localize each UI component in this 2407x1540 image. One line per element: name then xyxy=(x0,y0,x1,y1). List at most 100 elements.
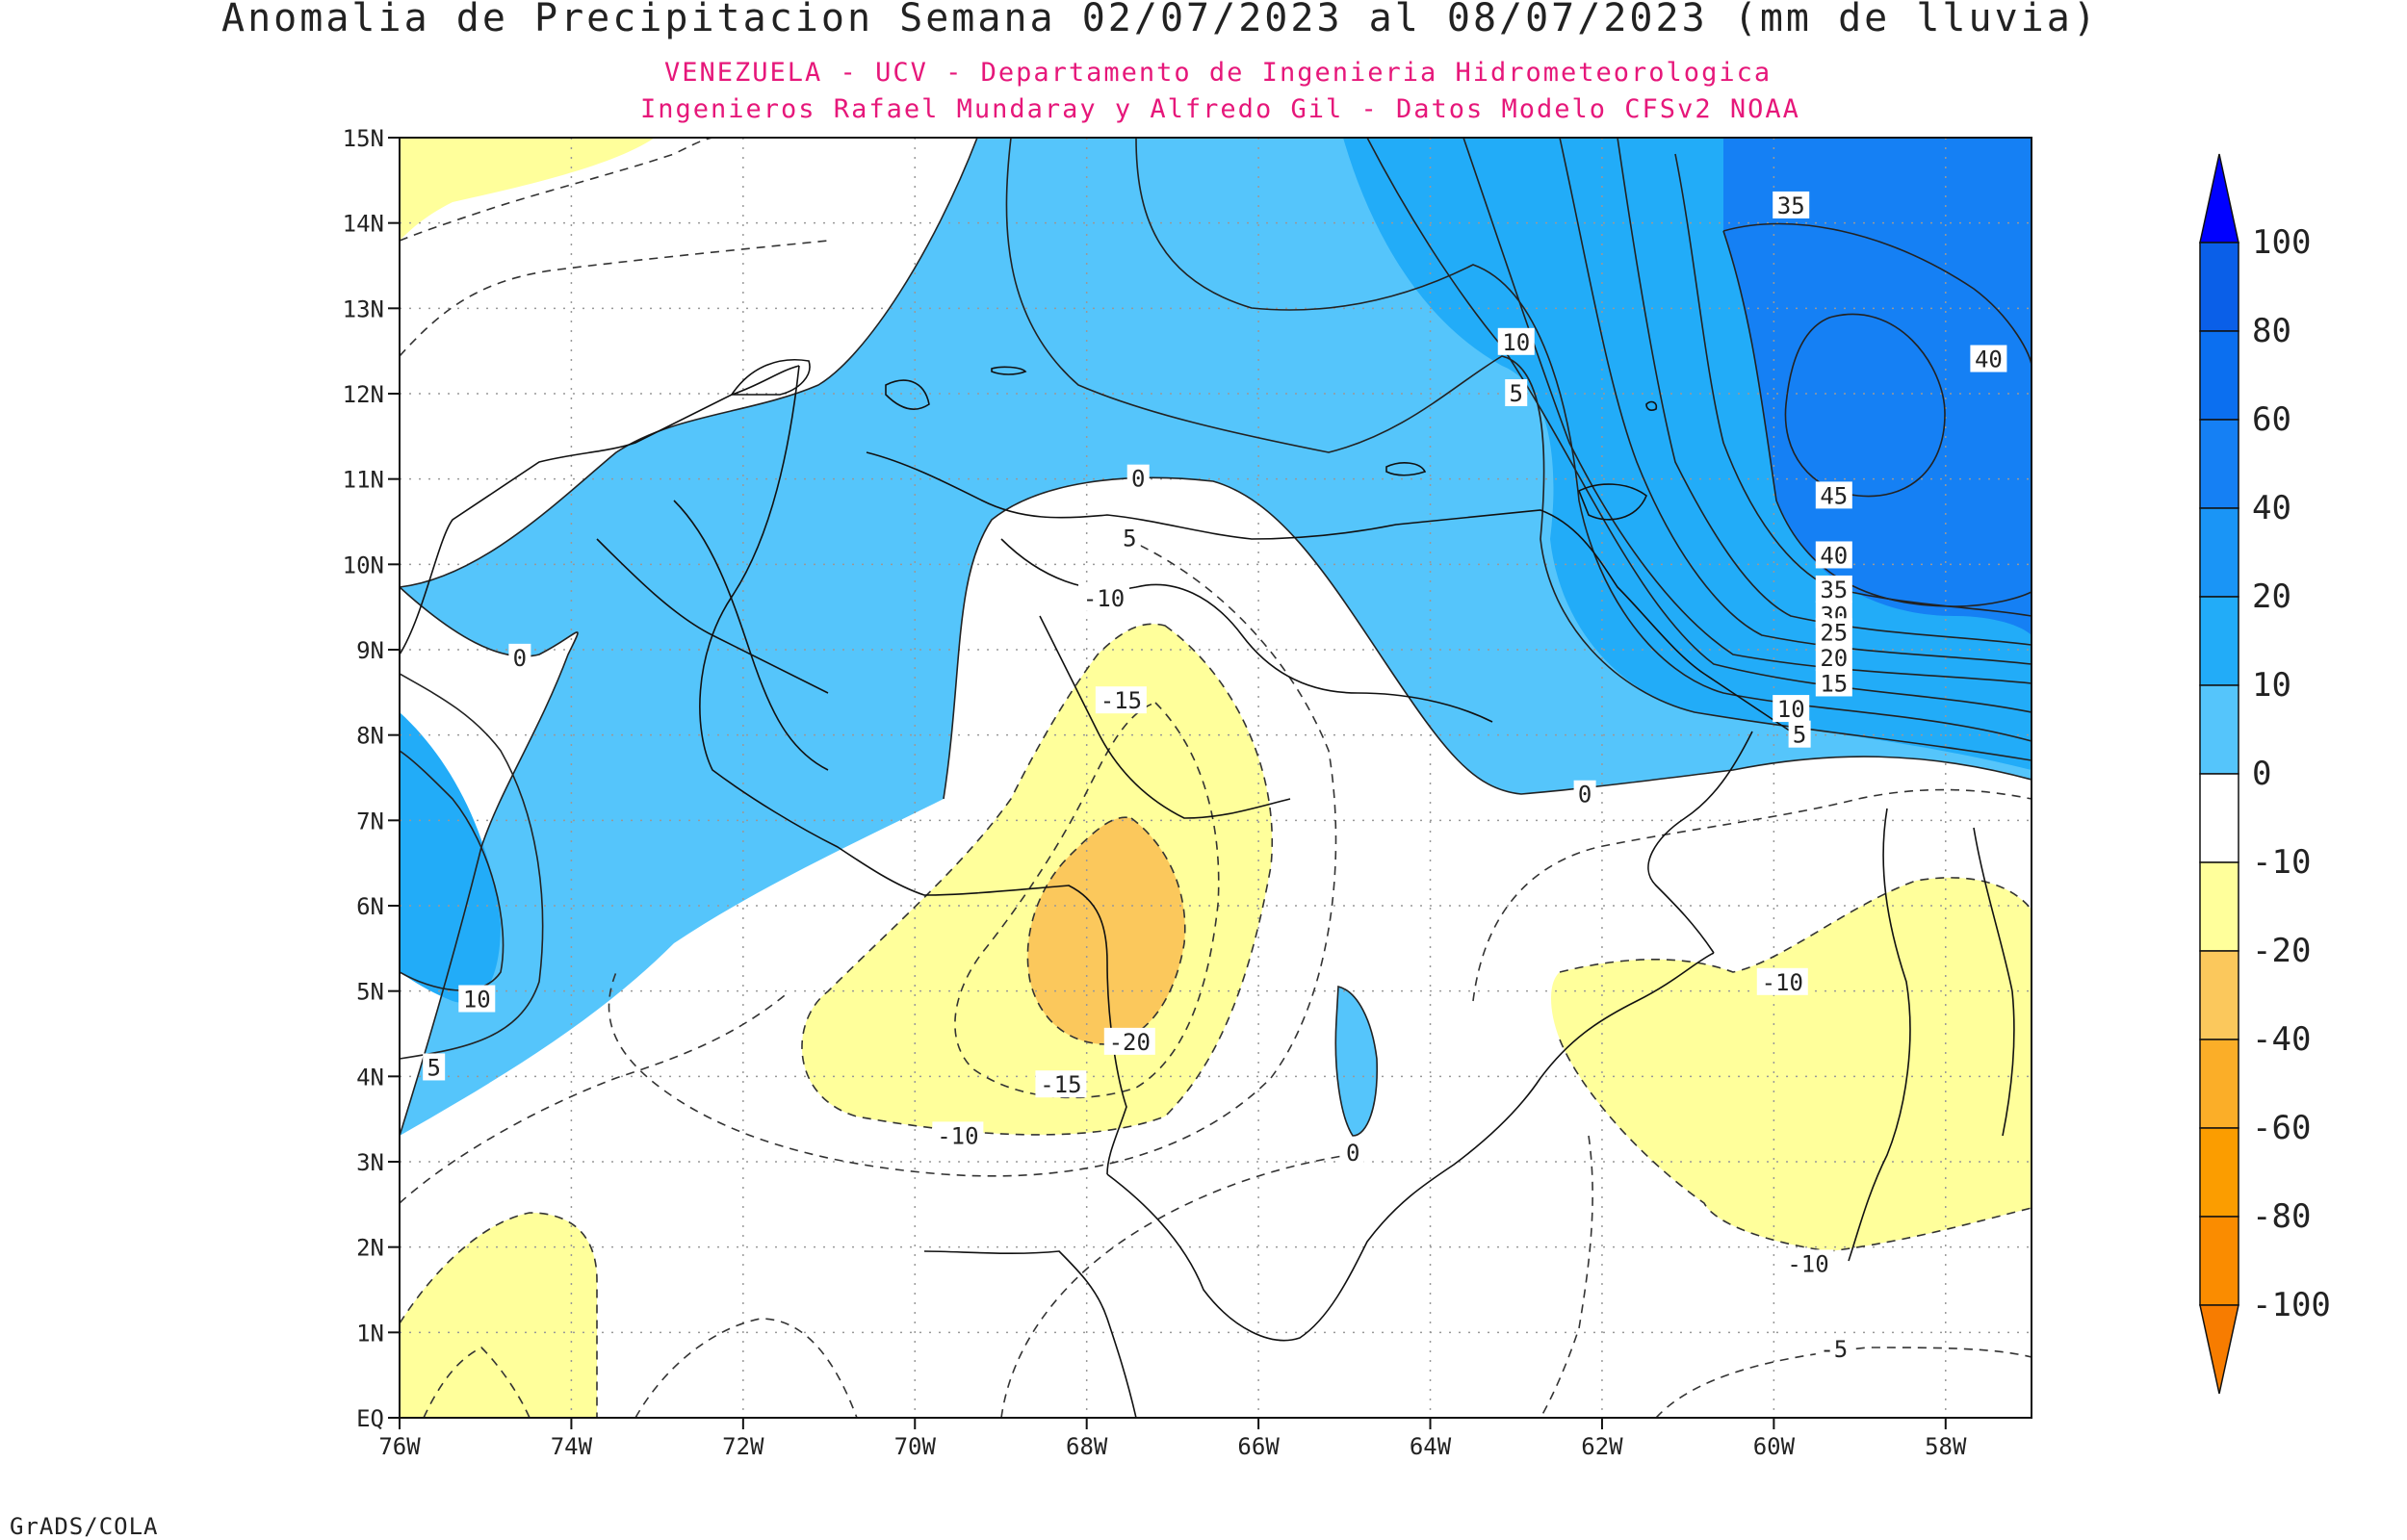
negative-contour-ten-central xyxy=(801,623,1273,1136)
contour-line-small-zero xyxy=(1334,985,1378,1137)
legend-label: 40 xyxy=(2252,489,2291,527)
contour-label: -10 xyxy=(1787,1250,1828,1277)
legend-label: 60 xyxy=(2252,400,2291,439)
contour-label: -5 xyxy=(1820,1336,1848,1363)
contour-label-bg xyxy=(1815,669,1852,697)
map-subtitle-institution: VENEZUELA - UCV - Departamento de Ingeni… xyxy=(664,58,1773,88)
lat-lon-grid xyxy=(399,137,2032,1419)
lon-tick-label: 58W xyxy=(1925,1433,1967,1460)
contour-label: 45 xyxy=(1820,482,1848,509)
contour-label: 20 xyxy=(1820,645,1848,672)
legend-label: 10 xyxy=(2252,666,2291,705)
island-margarita xyxy=(1385,462,1427,476)
legend-swatch xyxy=(2199,1039,2239,1129)
contour-label: 25 xyxy=(1820,619,1848,646)
map-subtitle-authors: Ingenieros Rafael Mundaray y Alfredo Gil… xyxy=(640,94,1800,124)
legend-label: 20 xyxy=(2252,578,2291,616)
legend-swatch xyxy=(2199,1127,2239,1218)
contour-label-bg xyxy=(1095,686,1147,714)
anomaly-shading xyxy=(400,138,2032,1418)
contour-label-bg xyxy=(1788,720,1811,748)
contour-label-bg xyxy=(1497,327,1535,355)
lat-tick-label: 14N xyxy=(343,211,384,238)
contour-label-bg xyxy=(1815,643,1852,671)
lon-tick-label: 70W xyxy=(894,1433,937,1460)
negative-contour-southwest xyxy=(400,990,790,1204)
lat-tick-label: 5N xyxy=(356,979,384,1006)
legend-arrow-top xyxy=(2199,153,2239,244)
legend-label: -100 xyxy=(2252,1286,2331,1324)
lat-tick-label: 9N xyxy=(356,637,384,664)
contour-line-west-five xyxy=(400,673,544,1060)
contour-line-zero-arc xyxy=(943,476,2032,800)
map-title: Anomalia de Precipitacion Semana 02/07/2… xyxy=(221,0,2099,40)
contour-label-bg xyxy=(1815,481,1852,509)
lat-tick-label: 6N xyxy=(356,893,384,920)
border-suriname-french-guiana xyxy=(1973,827,2015,1137)
lat-tick-label: 11N xyxy=(343,467,384,494)
contour-line-zero-north xyxy=(400,138,978,588)
contour-line-thirtyfive xyxy=(1674,153,2032,617)
contour-label-bg xyxy=(1126,464,1150,492)
lat-tick-label: 8N xyxy=(356,723,384,750)
contour-label-bg xyxy=(1035,1070,1087,1098)
contour-label: 5 xyxy=(1510,380,1523,407)
contour-label-bg xyxy=(1341,1139,1364,1167)
lon-tick-label: 62W xyxy=(1581,1433,1623,1460)
contour-label: 35 xyxy=(1820,577,1848,603)
negative-contour-inner-southwest xyxy=(423,1347,531,1418)
contour-label: 5 xyxy=(1123,526,1136,552)
border-guyana-suriname xyxy=(1848,808,1911,1262)
contour-label: 10 xyxy=(1502,329,1530,356)
positive-anomaly-small-pocket xyxy=(1335,987,1378,1136)
contour-label: 35 xyxy=(1777,192,1805,219)
negative-contour-twenty-central xyxy=(1026,816,1186,1045)
legend-label: -60 xyxy=(2252,1109,2311,1147)
lon-tick-label: 60W xyxy=(1753,1433,1796,1460)
legend-swatch xyxy=(2199,507,2239,598)
negative-contour-southwest-2 xyxy=(400,1212,598,1418)
lon-tick-label: 72W xyxy=(722,1433,764,1460)
negative-contour-ten-east xyxy=(1559,877,2032,973)
contour-line-twentyfive xyxy=(1559,138,2032,665)
contour-label-bg xyxy=(1970,345,2007,372)
contour-label: 0 xyxy=(1131,466,1145,493)
contour-label: -10 xyxy=(937,1122,978,1149)
contour-label: 15 xyxy=(1820,670,1848,697)
lon-tick-label: 74W xyxy=(551,1433,593,1460)
island-grenada xyxy=(1645,400,1658,411)
legend-swatch xyxy=(2199,950,2239,1040)
negative-contour-fifteen-central xyxy=(954,702,1220,1099)
contour-label-bg xyxy=(1103,1027,1155,1055)
lon-tick-label: 66W xyxy=(1237,1433,1280,1460)
negative-contour-south xyxy=(634,1318,858,1418)
contour-line-five xyxy=(1005,138,2032,761)
contour-label-bg xyxy=(1782,1249,1834,1277)
contour-label-bg xyxy=(1815,575,1852,603)
lat-tick-label: 1N xyxy=(356,1320,384,1347)
negative-anomaly-southwest xyxy=(400,1213,597,1418)
lat-tick-label: 3N xyxy=(356,1149,384,1176)
border-colombia-departments-2 xyxy=(596,538,829,694)
negative-contour-lines xyxy=(400,138,2032,1418)
contour-line-thirty xyxy=(1617,138,2032,646)
legend-swatch xyxy=(2199,861,2239,952)
border-venezuela-interior xyxy=(1039,615,1291,819)
legend-label: 100 xyxy=(2252,223,2311,262)
contour-line-forty xyxy=(1722,230,2032,607)
contour-label: 0 xyxy=(1578,782,1592,808)
plot-frame xyxy=(399,137,2032,1419)
coastline-venezuela-north xyxy=(866,451,1792,732)
legend-label: -20 xyxy=(2252,932,2311,970)
contour-line-twenty xyxy=(1462,138,2032,684)
lat-tick-label: 12N xyxy=(343,381,384,408)
contour-label: 0 xyxy=(1346,1140,1359,1167)
peninsula-guajira xyxy=(730,359,811,396)
contour-label: 5 xyxy=(1793,722,1806,749)
legend-swatch xyxy=(2199,1216,2239,1306)
island-curacao xyxy=(991,366,1027,375)
negative-anomaly-northwest xyxy=(400,138,655,241)
border-colombia-brazil xyxy=(923,1250,1137,1418)
lat-tick-label: 13N xyxy=(343,295,384,322)
